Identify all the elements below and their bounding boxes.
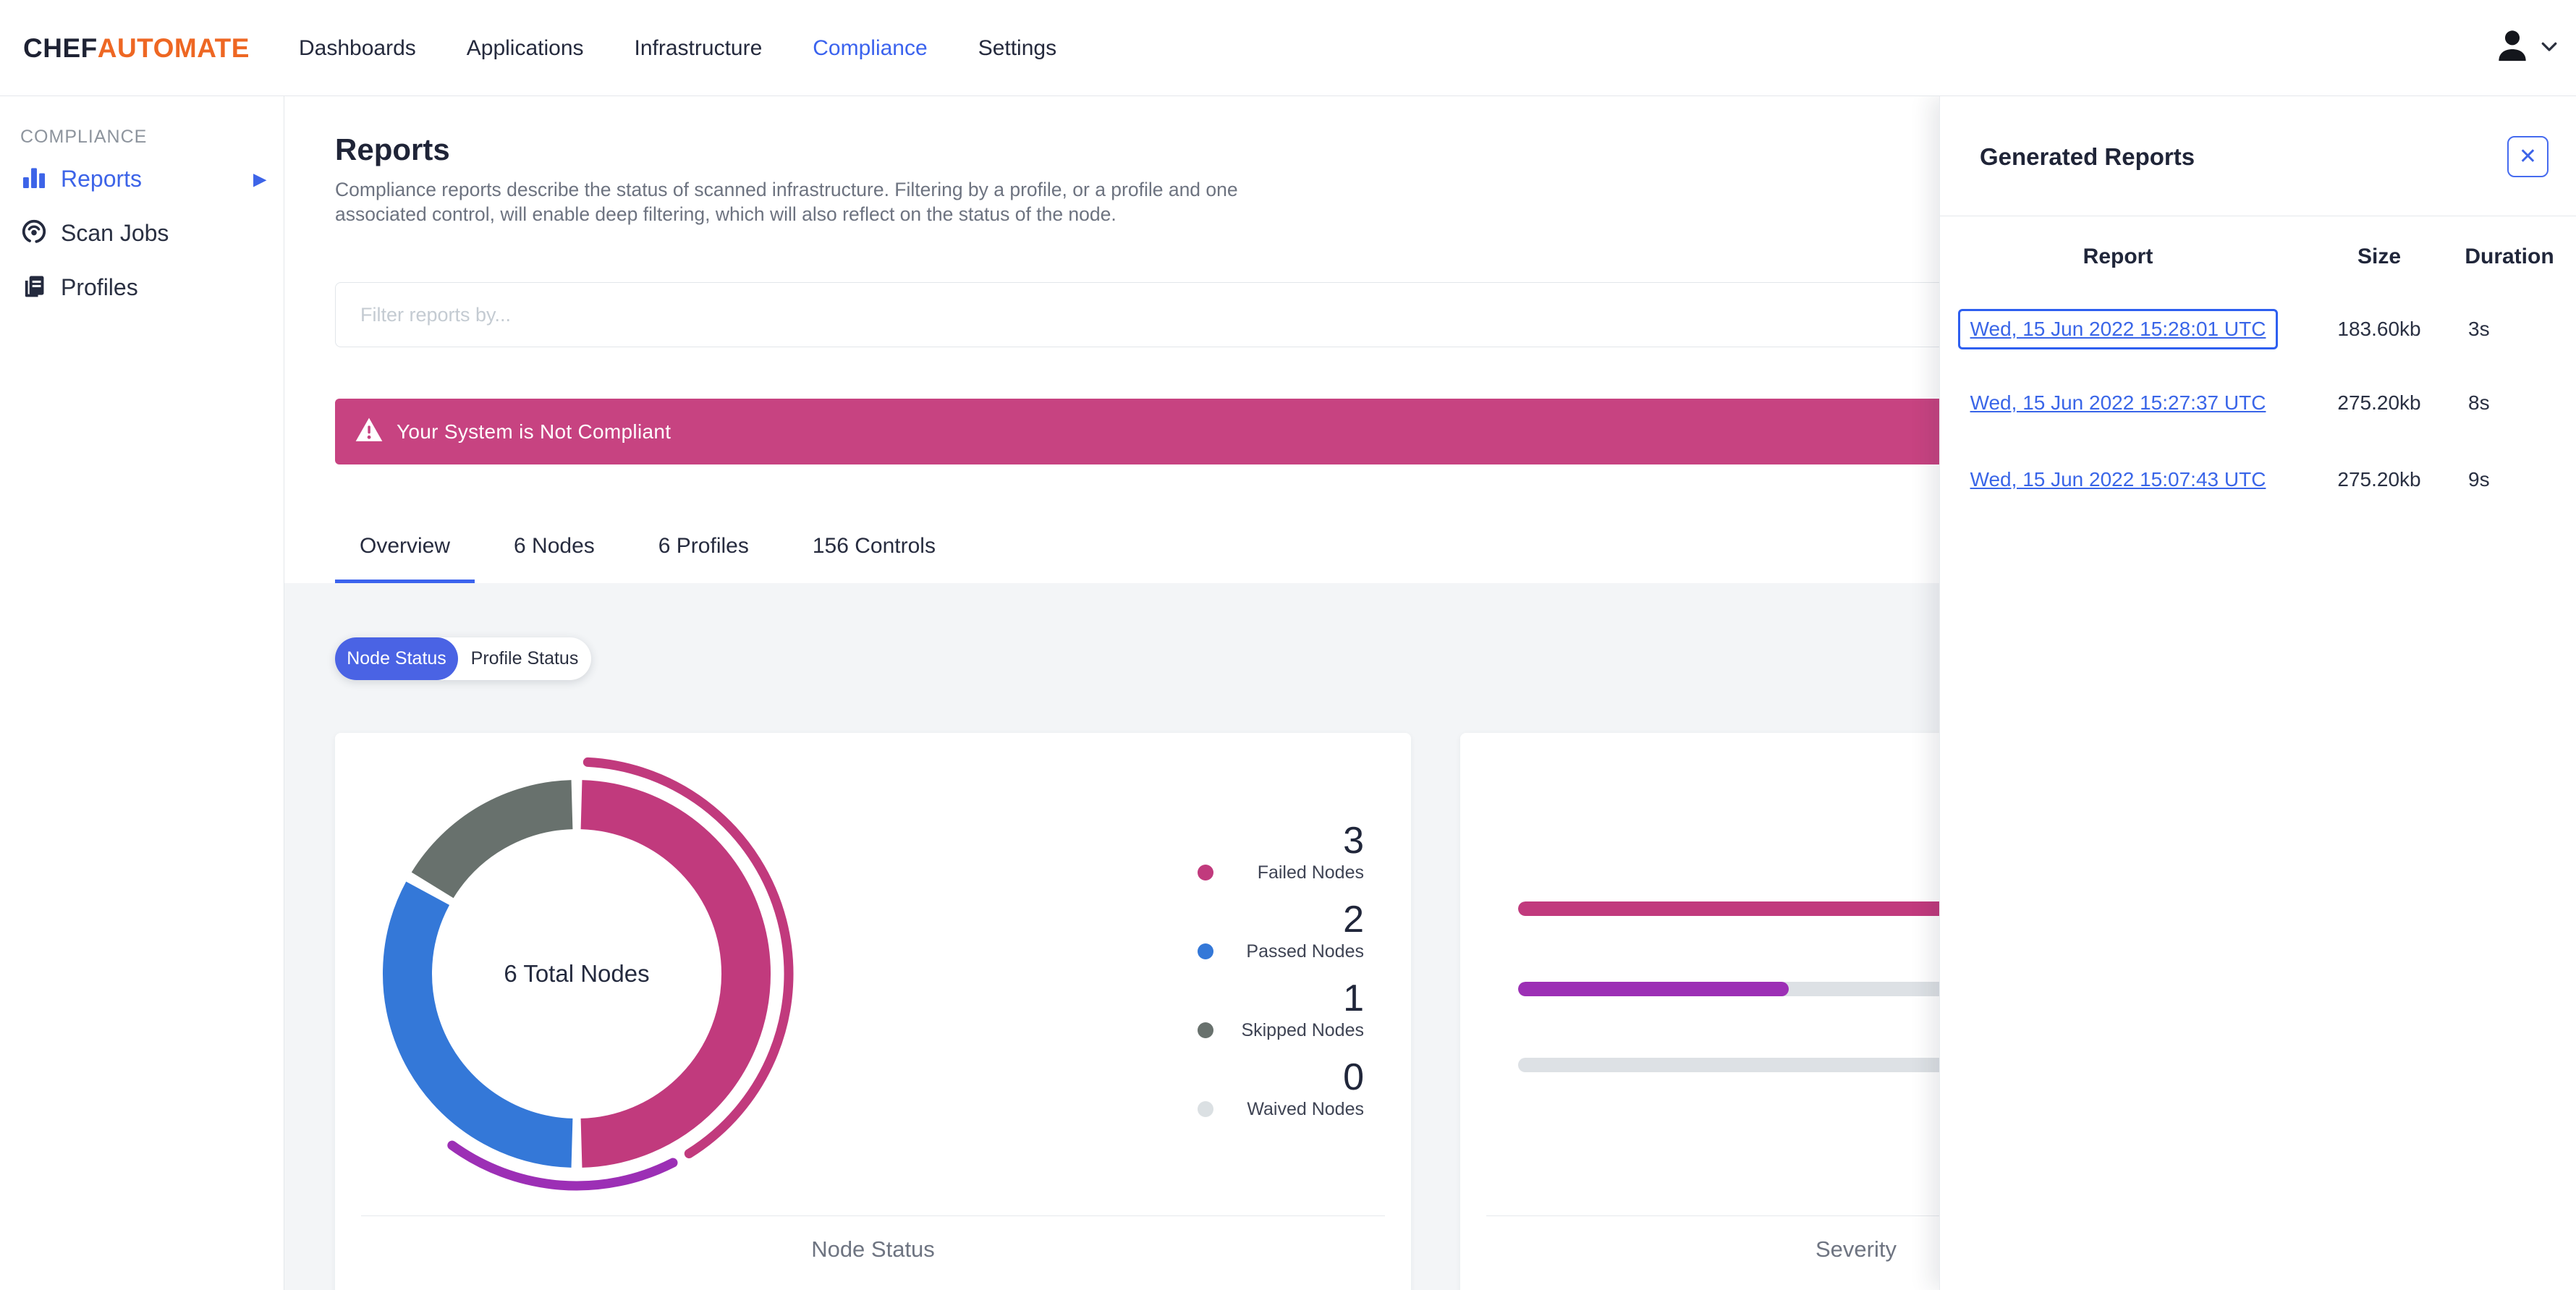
- legend-dot: [1198, 1022, 1213, 1038]
- user-icon: [2492, 26, 2533, 70]
- radar-icon: [20, 218, 48, 249]
- documents-icon: [20, 272, 48, 303]
- sidebar: COMPLIANCE Reports ▶ Scan Jobs: [0, 96, 284, 1290]
- legend-value: 1: [1343, 977, 1364, 1019]
- legend-item-failed: 3 Failed Nodes: [1198, 820, 1364, 883]
- banner-text: Your System is Not Compliant: [397, 420, 671, 443]
- brand-chef: CHEF: [23, 33, 98, 63]
- report-duration: 3s: [2468, 318, 2490, 340]
- warning-icon: [355, 415, 384, 448]
- selected-row-focus-ring: Wed, 15 Jun 2022 15:28:01 UTC: [1957, 309, 2279, 349]
- report-link[interactable]: Wed, 15 Jun 2022 15:28:01 UTC: [1970, 318, 2266, 340]
- node-status-donut-chart: [342, 739, 811, 1208]
- report-link[interactable]: Wed, 15 Jun 2022 15:27:37 UTC: [1970, 391, 2266, 414]
- user-menu[interactable]: [2492, 0, 2560, 96]
- sidebar-section-label: COMPLIANCE: [20, 127, 148, 147]
- legend-value: 3: [1343, 820, 1364, 862]
- column-header-duration: Duration: [2465, 245, 2554, 268]
- nav-dashboards[interactable]: Dashboards: [299, 35, 416, 60]
- legend-value: 2: [1343, 899, 1364, 941]
- report-size: 183.60kb: [2337, 318, 2421, 340]
- report-size: 275.20kb: [2337, 468, 2421, 491]
- legend-label: Waived Nodes: [1247, 1098, 1364, 1119]
- panel-title: Generated Reports: [1980, 143, 2195, 170]
- reports-table-header: Report Size Duration: [1940, 234, 2576, 280]
- node-status-card: 6 Total Nodes 3 Failed Nodes 2 Passed No…: [335, 733, 1411, 1290]
- generated-reports-panel: Generated Reports ✕ Report Size Duration…: [1939, 96, 2576, 1290]
- report-duration: 9s: [2468, 468, 2490, 491]
- table-row: Wed, 15 Jun 2022 15:07:43 UTC 275.20kb 9…: [1940, 457, 2576, 503]
- legend-value: 0: [1343, 1056, 1364, 1098]
- sidebar-item-label: Profiles: [61, 274, 138, 300]
- legend-dot: [1198, 943, 1213, 959]
- bar-chart-icon: [20, 164, 48, 195]
- sidebar-item-reports[interactable]: Reports ▶: [0, 152, 284, 206]
- card-divider: [361, 1215, 1385, 1216]
- top-nav: CHEF AUTOMATE Dashboards Applications Inf…: [0, 0, 2576, 96]
- report-tabs: Overview 6 Nodes 6 Profiles 156 Controls: [335, 532, 975, 583]
- brand-automate: AUTOMATE: [97, 33, 250, 63]
- legend-item-waived: 0 Waived Nodes: [1198, 1056, 1364, 1120]
- nav-applications[interactable]: Applications: [466, 35, 584, 60]
- report-size: 275.20kb: [2337, 391, 2421, 414]
- node-status-toggle-button[interactable]: Node Status: [335, 637, 458, 680]
- page-title: Reports: [335, 132, 450, 166]
- legend-item-passed: 2 Passed Nodes: [1198, 899, 1364, 962]
- tab-controls[interactable]: 156 Controls: [812, 534, 936, 558]
- tab-overview[interactable]: Overview: [335, 532, 475, 583]
- legend-label: Failed Nodes: [1257, 862, 1364, 883]
- card-divider: [1486, 1215, 2226, 1216]
- profile-status-toggle-button[interactable]: Profile Status: [470, 648, 579, 669]
- sidebar-item-label: Reports: [61, 166, 143, 192]
- legend-item-skipped: 1 Skipped Nodes: [1198, 977, 1364, 1041]
- status-toggle: Node Status Profile Status: [335, 637, 591, 680]
- column-header-report: Report: [2083, 245, 2153, 268]
- tab-nodes[interactable]: 6 Nodes: [514, 534, 595, 558]
- sidebar-item-profiles[interactable]: Profiles: [0, 260, 284, 315]
- donut-center-label: 6 Total Nodes: [504, 960, 650, 987]
- node-status-caption: Node Status: [811, 1236, 935, 1262]
- severity-caption: Severity: [1816, 1236, 1897, 1262]
- column-header-size: Size: [2357, 245, 2402, 268]
- tab-profiles[interactable]: 6 Profiles: [658, 534, 749, 558]
- nav-infrastructure[interactable]: Infrastructure: [634, 35, 763, 60]
- chevron-down-icon: [2538, 35, 2560, 61]
- page-description: Compliance reports describe the status o…: [335, 179, 1238, 225]
- legend-dot: [1198, 1101, 1213, 1117]
- legend-dot: [1198, 865, 1213, 880]
- brand-logo[interactable]: CHEF AUTOMATE: [23, 0, 250, 96]
- sidebar-item-label: Scan Jobs: [61, 220, 169, 246]
- report-duration: 8s: [2468, 391, 2490, 414]
- node-status-legend: 3 Failed Nodes 2 Passed Nodes 1 Skipped …: [1198, 820, 1364, 1120]
- arrow-right-icon: ▶: [253, 169, 267, 189]
- table-row: Wed, 15 Jun 2022 15:28:01 UTC 183.60kb 3…: [1940, 306, 2576, 352]
- report-link[interactable]: Wed, 15 Jun 2022 15:07:43 UTC: [1970, 468, 2266, 491]
- sidebar-item-scan-jobs[interactable]: Scan Jobs: [0, 206, 284, 260]
- nav-compliance[interactable]: Compliance: [813, 35, 928, 60]
- primary-nav: Dashboards Applications Infrastructure C…: [299, 0, 1056, 96]
- table-row: Wed, 15 Jun 2022 15:27:37 UTC 275.20kb 8…: [1940, 380, 2576, 426]
- legend-label: Passed Nodes: [1246, 941, 1364, 962]
- close-icon[interactable]: ✕: [2507, 136, 2549, 177]
- nav-settings[interactable]: Settings: [978, 35, 1057, 60]
- legend-label: Skipped Nodes: [1241, 1019, 1364, 1040]
